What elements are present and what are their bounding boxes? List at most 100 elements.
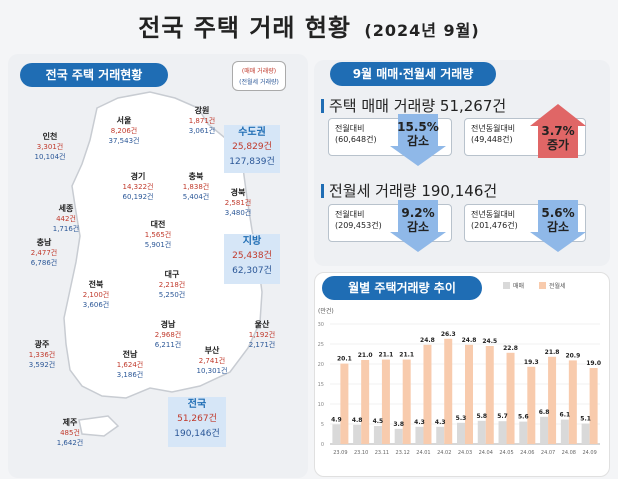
- x-tick-label: 24.01: [416, 450, 430, 456]
- bar-sale: [498, 421, 507, 444]
- region-rent: 5,250건: [158, 291, 186, 299]
- region-name: 인천: [42, 132, 58, 141]
- y-tick-label: 0: [321, 442, 324, 448]
- y-tick-label: 10: [318, 402, 324, 408]
- region-name: 대전: [150, 220, 166, 229]
- data-label-rent: 22.8: [503, 345, 518, 352]
- bar-rent: [340, 363, 349, 444]
- y-tick-label: 25: [318, 342, 324, 348]
- page-title: 전국 주택 거래 현황 (2024년 9월): [0, 8, 618, 43]
- x-tick-label: 24.09: [582, 450, 596, 456]
- map-legend: (매매 거래량) (전월세 거래량): [232, 61, 286, 91]
- legend-sale-label: 매매: [513, 282, 524, 290]
- region-name: 경북: [230, 188, 246, 197]
- region-15: 전남 1,624건 3,186건: [104, 350, 156, 380]
- sale-mom-value: (60,648건): [335, 135, 377, 144]
- data-label-sale: 5.1: [580, 416, 591, 423]
- data-label-rent: 21.8: [545, 349, 560, 356]
- bar-rent: [361, 360, 370, 444]
- data-label-sale: 4.9: [331, 416, 342, 423]
- chart-header: 월별 주택거래량 추이: [322, 276, 482, 300]
- legend-rent: (전월세 거래량): [239, 79, 279, 86]
- bar-sale: [353, 424, 362, 444]
- sale-yoy-value: (49,448건): [471, 135, 513, 144]
- region-sale: 3,301건: [36, 143, 64, 151]
- x-tick-label: 23.11: [375, 450, 389, 456]
- sale-mom-pct: 15.5%: [397, 120, 439, 134]
- sale-yoy-dir: 증가: [546, 138, 570, 152]
- region-name: 강원: [194, 106, 210, 115]
- sale-mom-down-arrow: 15.5% 감소: [390, 114, 446, 166]
- data-label-rent: 24.5: [482, 338, 497, 345]
- region-rent: 3,061건: [188, 127, 216, 135]
- bar-rent: [423, 344, 432, 444]
- region-sale: 2,968건: [154, 331, 182, 339]
- bar-sale: [477, 420, 486, 444]
- x-tick-label: 23.09: [333, 450, 347, 456]
- capital-sale: 25,829건: [232, 142, 272, 152]
- data-label-rent: 20.1: [337, 356, 352, 363]
- data-label-sale: 4.3: [414, 419, 425, 426]
- sale-title-text: 주택 매매 거래량 51,267건: [329, 97, 507, 115]
- data-label-rent: 19.3: [524, 359, 539, 366]
- region-sale: 14,322건: [122, 183, 154, 191]
- rent-mom-down-arrow: 9.2% 감소: [390, 200, 446, 252]
- data-label-rent: 24.8: [420, 337, 435, 344]
- bar-sale: [457, 422, 465, 444]
- region-name: 전남: [122, 350, 138, 359]
- region-6: 경북 2,581건 3,480건: [212, 188, 264, 218]
- legend-rent-label: 전월세: [549, 282, 566, 290]
- region-sale: 1,624건: [116, 361, 144, 369]
- rent-mom-label: 전월대비: [335, 210, 365, 219]
- x-tick-label: 24.05: [499, 450, 513, 456]
- region-name: 충북: [188, 172, 204, 181]
- bar-rent: [527, 366, 536, 444]
- region-7: 대전 1,565건 5,901건: [132, 220, 184, 250]
- region-name: 경남: [160, 320, 176, 329]
- region-sale: 1,871건: [188, 117, 216, 125]
- data-label-sale: 5.7: [497, 413, 508, 420]
- local-rent: 62,307건: [232, 266, 272, 276]
- local-sale: 25,438건: [232, 251, 272, 261]
- sale-section-title: 주택 매매 거래량 51,267건: [321, 95, 506, 116]
- x-tick-label: 23.12: [396, 450, 410, 456]
- region-2: 인천 3,301건 10,104건: [24, 132, 76, 162]
- region-sale: 1,336건: [28, 351, 56, 359]
- rent-mom-dir: 감소: [406, 220, 430, 234]
- rent-yoy-pct: 5.6%: [541, 206, 575, 220]
- data-label-sale: 5.8: [476, 413, 487, 420]
- capital-rent: 127,839건: [229, 157, 275, 167]
- region-sale: 2,581건: [224, 199, 252, 207]
- region-rent: 10,301건: [196, 367, 228, 375]
- region-12: 경남 2,968건 6,211건: [142, 320, 194, 350]
- legend-sale-swatch: [503, 282, 510, 289]
- capital-name: 수도권: [238, 127, 266, 138]
- region-11: 울산 1,192건 2,171건: [236, 320, 288, 350]
- region-name: 서울: [116, 116, 132, 125]
- region-16: 제주 485건 1,642건: [44, 418, 96, 448]
- rent-yoy-dir: 감소: [546, 220, 570, 234]
- bar-rent: [548, 356, 557, 444]
- region-sale: 1,192건: [248, 331, 276, 339]
- data-label-sale: 3.8: [393, 421, 404, 428]
- data-label-sale: 4.5: [373, 418, 384, 425]
- x-tick-label: 23.10: [354, 450, 368, 456]
- x-tick-label: 24.08: [562, 450, 576, 456]
- region-sale: 8,206건: [110, 127, 138, 135]
- region-sale: 2,218건: [158, 281, 186, 289]
- bar-sale: [519, 421, 528, 444]
- y-tick-label: 15: [318, 382, 324, 388]
- data-label-rent: 26.3: [441, 331, 456, 338]
- region-rent: 5,404건: [182, 193, 210, 201]
- region-name: 대구: [164, 270, 180, 279]
- local-name: 지방: [242, 236, 262, 247]
- region-4: 충북 1,838건 5,404건: [170, 172, 222, 202]
- region-9: 대구 2,218건 5,250건: [146, 270, 198, 300]
- sale-yoy-up-arrow: 3.7% 증가: [530, 104, 586, 158]
- region-1: 서울 8,206건 37,543건: [98, 116, 150, 146]
- data-label-rent: 19.0: [586, 360, 601, 367]
- region-name: 울산: [254, 320, 270, 329]
- region-name: 전북: [88, 280, 104, 289]
